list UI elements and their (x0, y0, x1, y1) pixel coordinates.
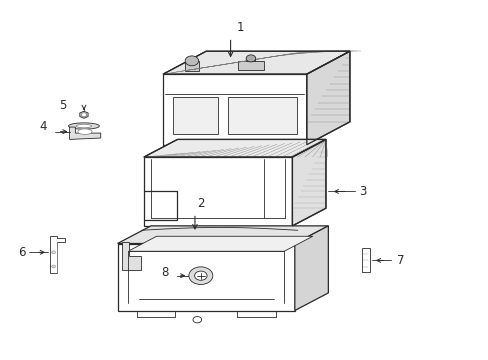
Polygon shape (227, 97, 297, 134)
Text: 3: 3 (359, 185, 366, 198)
Polygon shape (117, 226, 328, 243)
Polygon shape (143, 157, 292, 226)
Polygon shape (78, 129, 92, 135)
Circle shape (185, 56, 198, 66)
Circle shape (193, 316, 201, 323)
Polygon shape (292, 139, 325, 226)
Text: 1: 1 (236, 21, 244, 34)
Polygon shape (122, 242, 141, 270)
Polygon shape (80, 111, 88, 118)
Polygon shape (69, 127, 101, 139)
Text: 7: 7 (396, 254, 404, 267)
Polygon shape (163, 74, 306, 145)
Text: 5: 5 (59, 99, 66, 112)
Polygon shape (143, 139, 325, 157)
Circle shape (194, 271, 206, 280)
Polygon shape (246, 57, 254, 61)
Circle shape (245, 55, 255, 62)
Circle shape (81, 113, 86, 117)
Polygon shape (163, 51, 349, 74)
Polygon shape (117, 243, 294, 311)
Text: 4: 4 (40, 120, 47, 132)
Polygon shape (50, 237, 64, 274)
Circle shape (52, 265, 55, 268)
Polygon shape (185, 61, 198, 71)
Polygon shape (294, 226, 328, 311)
Circle shape (188, 267, 212, 284)
Text: 2: 2 (197, 197, 204, 210)
Polygon shape (128, 236, 312, 251)
Polygon shape (172, 97, 217, 134)
Polygon shape (237, 61, 264, 70)
Text: 8: 8 (161, 266, 168, 279)
Polygon shape (361, 248, 369, 273)
Polygon shape (76, 124, 92, 128)
Text: 6: 6 (18, 246, 25, 259)
Polygon shape (68, 123, 99, 129)
Circle shape (52, 251, 55, 254)
Polygon shape (306, 51, 349, 145)
